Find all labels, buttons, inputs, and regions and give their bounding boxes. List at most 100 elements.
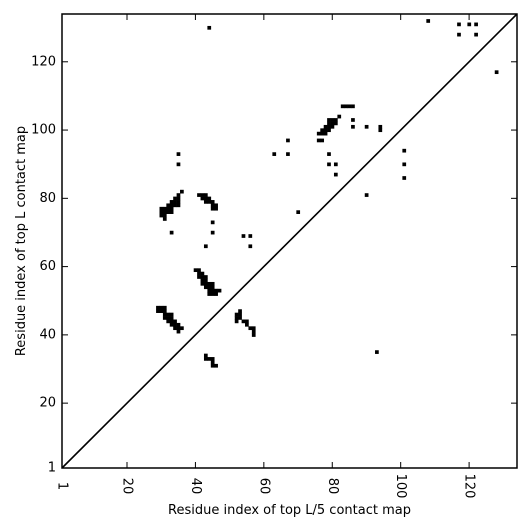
contact-point: [210, 230, 215, 235]
contact-point: [207, 25, 212, 30]
contact-point: [330, 124, 335, 129]
contact-point: [375, 350, 379, 354]
contact-point: [203, 353, 208, 358]
contact-point: [217, 288, 222, 293]
contact-point: [159, 206, 164, 211]
contact-point: [316, 138, 321, 143]
contact-point: [251, 329, 256, 334]
contact-point: [193, 268, 198, 273]
contact-point: [214, 363, 218, 368]
contact-point: [210, 206, 215, 211]
contact-point: [494, 70, 499, 75]
contact-point: [234, 319, 239, 324]
x-tick-label: 100: [393, 474, 408, 499]
contact-point: [320, 131, 325, 136]
contact-point: [173, 200, 177, 204]
plot-frame: [61, 13, 518, 469]
contact-point: [364, 124, 369, 129]
contact-point: [241, 319, 246, 324]
contact-point: [169, 200, 174, 204]
contact-point: [234, 312, 239, 317]
contact-point: [207, 196, 212, 201]
contact-point: [248, 326, 253, 331]
contact-point: [169, 316, 174, 320]
contact-point: [214, 292, 218, 296]
contact-point: [207, 281, 212, 286]
contact-point: [286, 152, 290, 156]
contact-point: [320, 128, 325, 133]
contact-point: [251, 333, 256, 337]
contact-point: [200, 193, 205, 197]
contact-point: [169, 206, 174, 211]
y-tick-label: 60: [39, 259, 56, 274]
contact-point: [169, 210, 174, 214]
contact-point: [203, 285, 208, 290]
contact-point: [203, 281, 208, 286]
y-tick-label: 100: [31, 123, 56, 138]
contact-point: [323, 128, 328, 133]
contact-point: [156, 309, 160, 313]
contact-point: [162, 213, 167, 218]
contact-point: [173, 322, 177, 327]
contact-point: [474, 22, 478, 27]
contact-point: [156, 305, 160, 310]
contact-point: [166, 210, 171, 214]
y-tick-label: 40: [39, 327, 56, 342]
contact-point: [173, 196, 177, 201]
contact-point: [176, 329, 181, 334]
contact-point: [169, 312, 174, 317]
contact-point: [327, 128, 331, 133]
contact-point: [248, 234, 253, 238]
contact-point: [333, 172, 338, 177]
contact-point: [337, 114, 342, 119]
contact-point: [159, 305, 164, 310]
contact-point: [207, 200, 212, 204]
contact-point: [162, 305, 167, 310]
contact-point: [210, 357, 215, 361]
contact-point: [162, 312, 167, 317]
contact-point: [210, 360, 215, 365]
contact-point: [402, 176, 407, 180]
contact-point: [169, 322, 174, 327]
contact-point: [197, 193, 201, 197]
contact-point: [316, 131, 321, 136]
contact-point: [166, 312, 171, 317]
contact-point: [327, 162, 331, 167]
contact-point: [351, 104, 355, 109]
contact-point: [364, 193, 369, 197]
contact-point: [203, 200, 208, 204]
contact-point: [347, 104, 352, 109]
contact-point: [327, 152, 331, 156]
contact-point: [344, 104, 348, 109]
contact-point: [207, 288, 212, 293]
contact-point: [162, 210, 167, 214]
contact-point: [203, 196, 208, 201]
contact-point: [166, 316, 171, 320]
contact-point: [176, 203, 181, 208]
contact-point: [286, 138, 290, 143]
contact-point: [203, 193, 208, 197]
contact-point: [296, 210, 301, 214]
y-axis-label: Residue index of top L contact map: [14, 126, 29, 356]
contact-point: [320, 138, 325, 143]
contact-point: [166, 203, 171, 208]
contact-point: [203, 278, 208, 283]
contact-point: [207, 357, 212, 361]
contact-point: [333, 118, 338, 122]
contact-point: [207, 292, 212, 296]
x-tick-label: 1: [55, 482, 70, 490]
contact-point: [351, 124, 355, 129]
contact-point: [162, 316, 167, 320]
contact-point: [200, 275, 205, 279]
contact-point: [159, 309, 164, 313]
contact-point: [323, 124, 328, 129]
contact-point: [173, 326, 177, 331]
contact-point: [180, 326, 184, 331]
contact-point: [457, 22, 461, 27]
y-tick-label: 80: [39, 191, 56, 206]
contact-point: [210, 292, 215, 296]
contact-point: [166, 206, 171, 211]
contact-point: [203, 244, 208, 249]
